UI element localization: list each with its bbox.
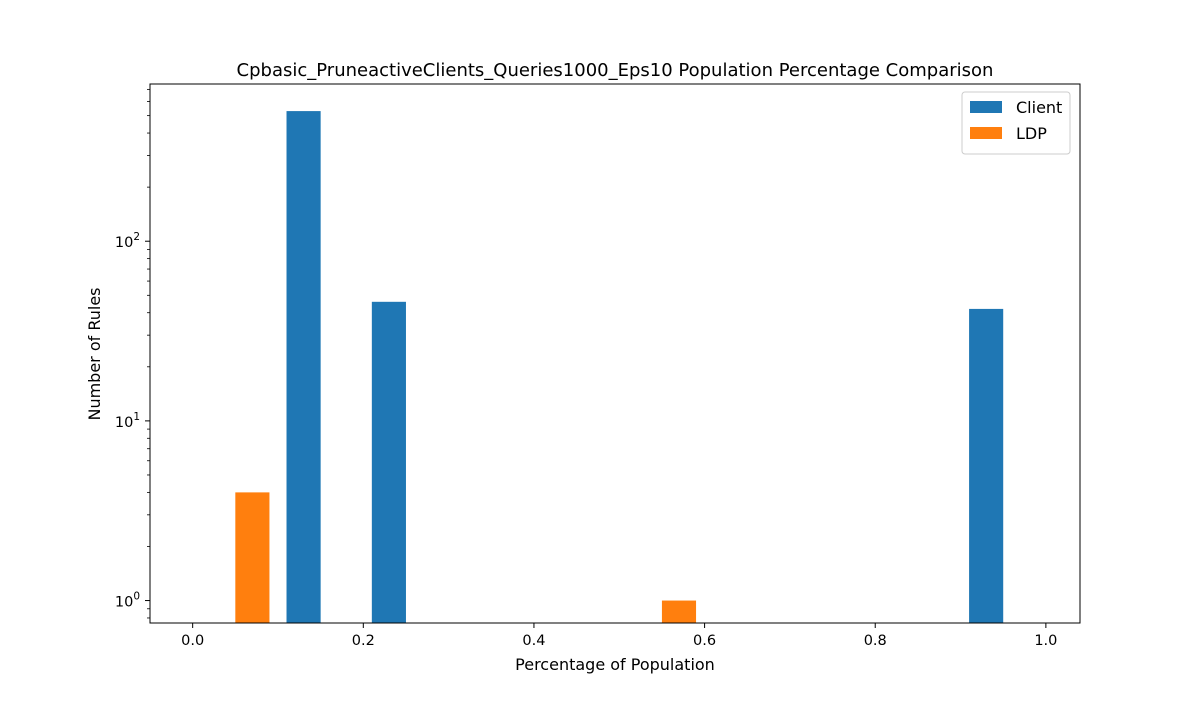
legend-swatch-client <box>970 101 1002 113</box>
legend-swatch-ldp <box>970 127 1002 139</box>
x-axis-label: Percentage of Population <box>515 655 715 674</box>
legend: Client LDP <box>961 91 1071 155</box>
bar-ldp-0 <box>235 492 270 623</box>
y-axis-label: Number of Rules <box>85 287 104 420</box>
legend-label-client: Client <box>1016 98 1062 117</box>
x-tick-label-3: 0.6 <box>693 633 716 649</box>
x-tick-label-4: 0.8 <box>864 633 887 649</box>
x-tick-label-0: 0.0 <box>181 633 204 649</box>
axis-layer: 0.0 0.2 0.4 0.6 0.8 1.0 100 101 102 <box>115 88 1057 649</box>
x-tick-label-5: 1.0 <box>1034 633 1057 649</box>
bar-client-1 <box>371 301 406 623</box>
x-tick-label-1: 0.2 <box>352 633 375 649</box>
legend-label-ldp: LDP <box>1016 124 1047 143</box>
bar-client-0 <box>286 111 321 623</box>
y-tick-label-1: 101 <box>115 411 140 431</box>
bar-ldp-1 <box>661 600 697 623</box>
plot-layer <box>235 111 1004 623</box>
y-tick-label-0: 100 <box>115 591 140 611</box>
bar-client-2 <box>969 308 1004 623</box>
chart-title: Cpbasic_PruneactiveClients_Queries1000_E… <box>237 60 994 81</box>
plot-frame <box>149 83 1081 624</box>
x-tick-label-2: 0.4 <box>522 633 545 649</box>
y-tick-label-2: 102 <box>115 231 140 251</box>
